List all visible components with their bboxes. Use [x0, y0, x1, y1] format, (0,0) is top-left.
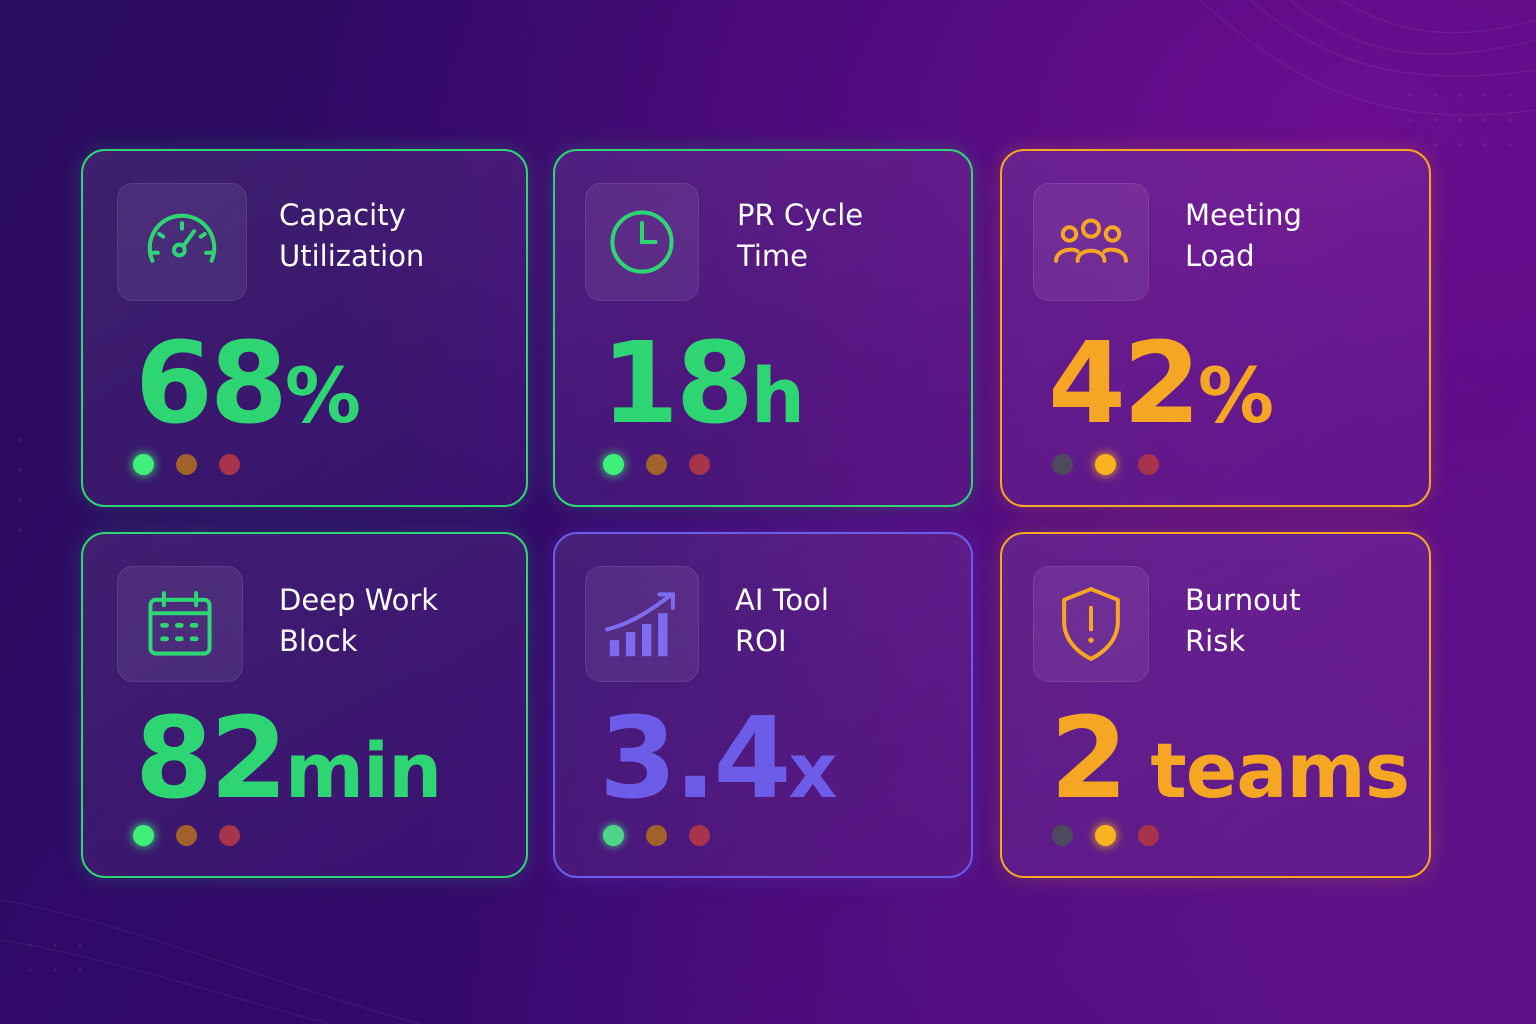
metric-unit: %	[284, 351, 361, 440]
status-dot-amber	[176, 454, 197, 475]
metric-unit: %	[1197, 351, 1274, 440]
metric-number: 2	[1050, 694, 1128, 824]
status-dot-gray	[1052, 825, 1073, 846]
metric-number: 3.4	[599, 694, 791, 824]
growth-chart-icon	[605, 592, 675, 657]
status-indicator	[133, 454, 240, 475]
card-title: Meeting Load	[1185, 198, 1302, 273]
status-dot-amber	[1095, 825, 1116, 846]
metric-value: 18h	[601, 319, 805, 449]
icon-tile	[585, 183, 699, 301]
status-dot-gray	[1052, 454, 1073, 475]
status-indicator	[1052, 454, 1159, 475]
status-dot-green	[133, 825, 154, 846]
metric-card-meeting-load[interactable]: Meeting Load 42%	[1000, 149, 1431, 507]
status-dot-red	[1138, 825, 1159, 846]
metric-card-capacity-utilization[interactable]: Capacity Utilization 68%	[81, 149, 528, 507]
metric-number: 18	[601, 319, 754, 449]
metric-unit: min	[284, 726, 442, 815]
icon-tile	[117, 183, 247, 301]
metric-value: 68%	[135, 319, 361, 449]
status-dot-red	[689, 825, 710, 846]
metric-card-burnout-risk[interactable]: Burnout Risk 2 teams	[1000, 532, 1431, 878]
status-dot-amber	[646, 454, 667, 475]
metric-number: 82	[135, 694, 288, 824]
metric-value: 2 teams	[1050, 694, 1410, 824]
card-title: Deep Work Block	[279, 583, 439, 658]
status-dot-green	[603, 454, 624, 475]
icon-tile	[1033, 183, 1149, 301]
status-dot-red	[219, 454, 240, 475]
metric-unit: h	[750, 351, 805, 440]
metric-card-pr-cycle-time[interactable]: PR Cycle Time 18h	[553, 149, 973, 507]
status-indicator	[603, 454, 710, 475]
icon-tile	[585, 566, 699, 682]
metric-card-ai-tool-roi[interactable]: AI Tool ROI 3.4x	[553, 532, 973, 878]
status-indicator	[603, 825, 710, 846]
status-dot-amber	[176, 825, 197, 846]
metric-card-deep-work-block[interactable]: Deep Work Block 82min	[81, 532, 528, 878]
icon-tile	[1033, 566, 1149, 682]
speedometer-icon	[147, 213, 217, 263]
metric-value: 82min	[135, 694, 442, 824]
card-title: AI Tool ROI	[735, 583, 829, 658]
status-dot-amber	[1095, 454, 1116, 475]
clock-icon	[610, 210, 674, 274]
icon-tile	[117, 566, 243, 682]
status-dot-green	[133, 454, 154, 475]
metric-number: 68	[135, 319, 288, 449]
status-dot-green	[603, 825, 624, 846]
metric-value: 42%	[1048, 319, 1274, 449]
metric-unit: x	[788, 726, 837, 815]
card-title: PR Cycle Time	[737, 198, 864, 273]
shield-alert-icon	[1062, 587, 1120, 661]
calendar-icon	[148, 591, 212, 656]
card-title: Burnout Risk	[1185, 583, 1301, 658]
metric-value: 3.4x	[599, 694, 837, 824]
status-dot-amber	[646, 825, 667, 846]
status-indicator	[1052, 825, 1159, 846]
status-indicator	[133, 825, 240, 846]
status-dot-red	[219, 825, 240, 846]
users-icon	[1054, 218, 1128, 263]
metric-unit: teams	[1124, 726, 1410, 815]
card-title: Capacity Utilization	[279, 198, 425, 273]
status-dot-red	[689, 454, 710, 475]
metric-number: 42	[1048, 319, 1201, 449]
status-dot-red	[1138, 454, 1159, 475]
